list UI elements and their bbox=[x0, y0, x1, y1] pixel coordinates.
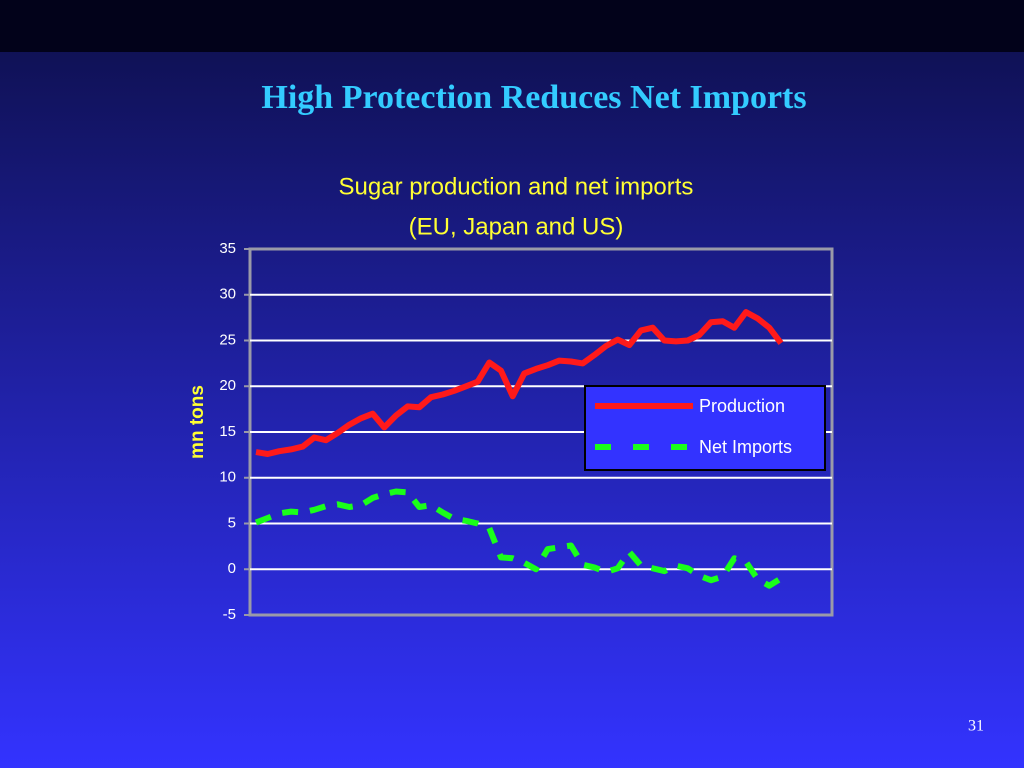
y-tick-label: 30 bbox=[219, 286, 236, 303]
y-tick-label: 5 bbox=[228, 514, 236, 531]
y-tick-label: -5 bbox=[223, 606, 236, 623]
top-bar bbox=[0, 0, 1024, 52]
legend-label: Production bbox=[699, 396, 785, 416]
page-number: 31 bbox=[968, 718, 984, 735]
y-tick-label: 15 bbox=[219, 423, 236, 440]
y-tick-label: 10 bbox=[219, 469, 236, 486]
legend-box bbox=[584, 385, 826, 471]
series-line bbox=[254, 488, 783, 589]
slide-title: High Protection Reduces Net Imports bbox=[261, 79, 806, 116]
chart-subtitle: (EU, Japan and US) bbox=[409, 213, 624, 240]
legend-label: Net Imports bbox=[699, 437, 792, 457]
y-tick-label: 20 bbox=[219, 377, 236, 394]
y-tick-label: 0 bbox=[228, 560, 236, 577]
series-line bbox=[255, 309, 784, 457]
y-tick-label: 25 bbox=[219, 331, 236, 348]
y-tick-label: 35 bbox=[219, 240, 236, 257]
y-axis-label: mn tons bbox=[187, 385, 208, 459]
chart-title: Sugar production and net imports bbox=[339, 173, 694, 200]
